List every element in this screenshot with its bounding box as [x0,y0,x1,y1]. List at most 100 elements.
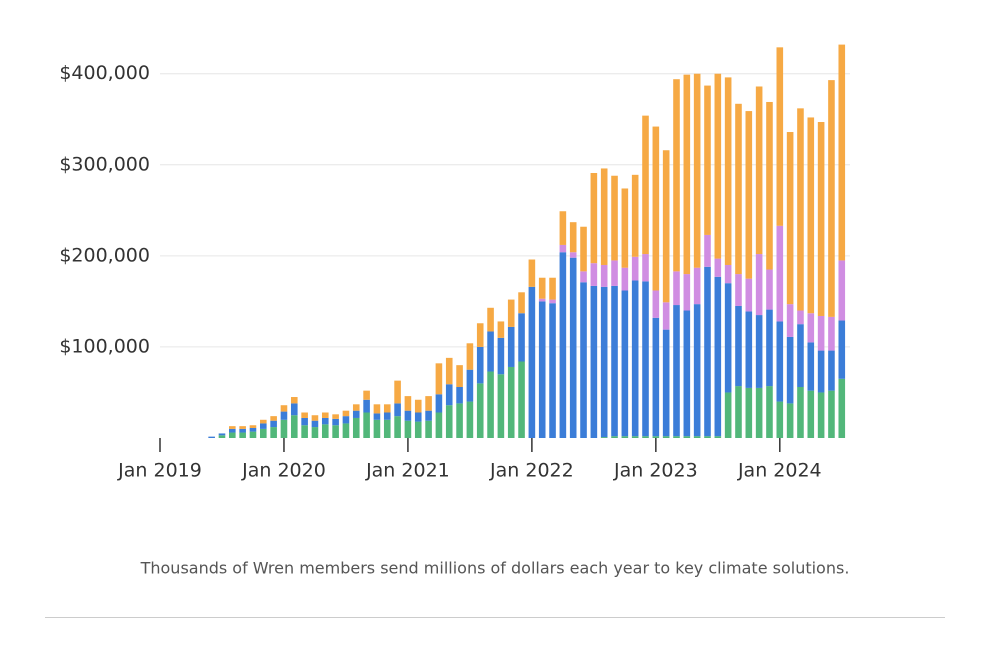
bar-segment [590,173,598,264]
bar-segment [600,437,608,438]
bar-segment [383,412,391,420]
bar-segment [807,313,815,343]
bar-segment [755,86,763,255]
bar-segment [445,405,453,438]
bar-segment [394,380,401,404]
bar-segment [383,419,391,438]
bar-segment [693,304,701,437]
bar-segment [817,122,825,316]
bar-segment [704,85,711,235]
bar-segment [218,435,226,438]
bar-segment [817,350,825,393]
bar-segment [435,394,443,413]
bar-segment [528,286,536,438]
bar-segment [311,415,319,421]
y-tick-label: $100,000 [59,335,150,357]
bar-segment [435,363,443,395]
bar-segment [631,280,639,437]
bar-segment [466,369,474,402]
bar-segment [786,304,794,337]
bar-segment [755,254,763,316]
bar-segment [786,403,794,438]
bar-segment [766,386,773,438]
bar-segment [662,436,670,438]
bar-segment [828,80,835,317]
bar-segment [342,416,350,424]
bar-segment [414,412,422,422]
bar-segment [559,211,567,245]
bar-segment [404,396,412,411]
bar-segment [838,378,846,438]
bar-segment [332,425,339,438]
bar-segment [797,324,804,388]
bar-segment [559,244,567,253]
bar-segment [373,404,381,414]
y-tick-label: $400,000 [59,62,150,84]
bar-segment [631,436,639,438]
bar-segment [642,254,649,282]
bar-segment [797,108,804,311]
bar-segment [239,426,246,429]
bar-segment [549,277,556,300]
bar-segment [704,266,711,437]
x-tick-label: Jan 2021 [365,460,450,482]
bar-segment [652,436,660,438]
bar-segment [724,264,732,284]
bar-segment [673,79,680,272]
bar-segment [745,387,753,438]
bar-segment [425,396,432,411]
bar-segment [239,428,246,433]
bar-segment [270,420,277,428]
bar-segment [786,336,794,404]
bar-segment [724,77,732,265]
bar-segment [797,387,804,438]
bar-segment [249,431,257,438]
bar-segment [704,436,711,438]
bar-segment [445,357,453,385]
bar-segment [239,432,246,438]
bar-segment [673,271,680,306]
bar-segment [755,387,763,438]
bar-segment [838,44,846,261]
bar-segment [342,423,350,438]
bar-segment [838,320,846,379]
bar-segment [383,404,391,413]
bar-segment [404,420,412,438]
bar-segment [683,74,691,275]
bar-segment [807,390,815,438]
bar-segment [456,387,463,404]
bar-segment [714,276,722,437]
bar-segment [538,277,546,299]
bar-segment [321,417,329,425]
bar-segment [621,436,629,438]
bar-segment [487,331,494,372]
bar-segment [662,329,670,437]
bar-segment [621,188,629,268]
bar-segment [569,257,577,438]
bar-segment [456,403,463,438]
bar-segment [714,436,722,438]
bar-segment [776,47,784,226]
bar-segment [352,404,360,411]
bar-segment [290,403,298,416]
bar-segment [466,401,474,438]
bar-segment [321,424,329,438]
bar-segment [817,392,825,438]
bar-segment [476,346,484,384]
bar-segment [301,425,308,438]
bar-segment [600,286,608,438]
bar-segment [373,419,381,438]
bar-segment [735,386,742,438]
bar-segment [807,117,815,314]
bar-segment [817,315,825,351]
bar-segment [229,428,236,433]
bar-segment [766,101,773,270]
bar-segment [693,73,701,268]
bar-segment [621,267,629,291]
bar-segment [797,310,804,325]
bar-segment [652,290,660,318]
bar-segment [569,222,577,253]
bar-segment [549,299,556,304]
bar-segment [229,426,236,429]
bar-segment [363,399,370,413]
